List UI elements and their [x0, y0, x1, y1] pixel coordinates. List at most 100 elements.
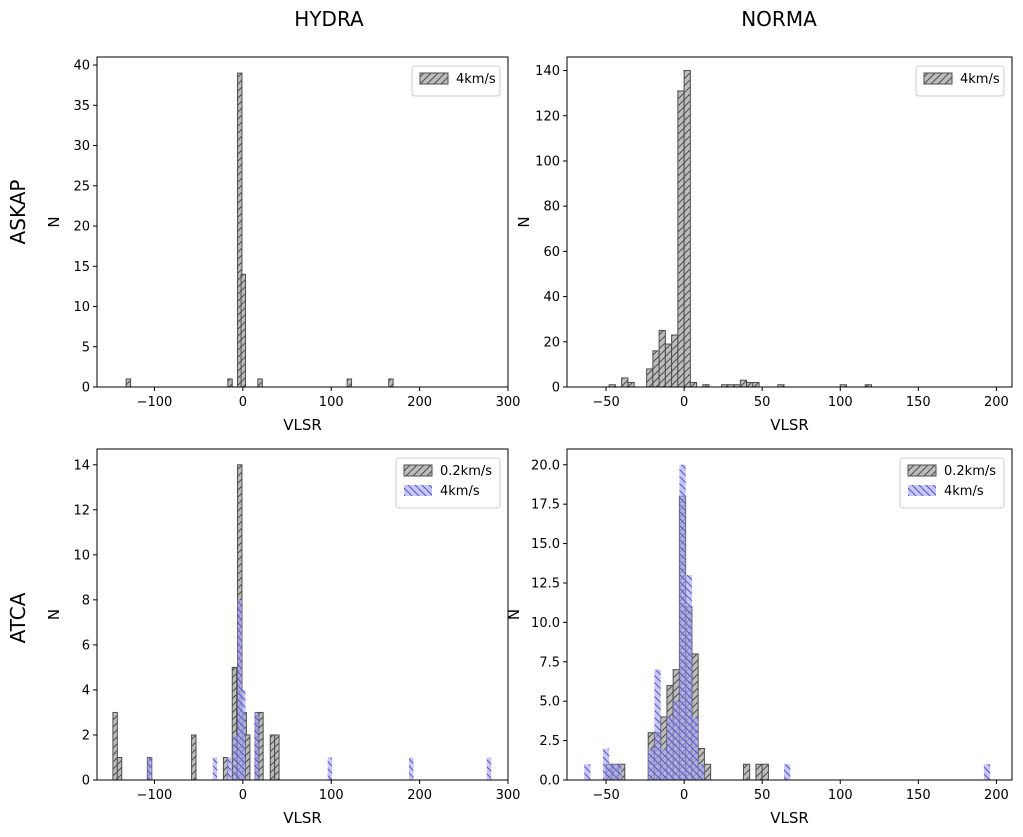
bar-hatch [254, 712, 259, 780]
bar-hatch [609, 384, 616, 387]
bar-hatch [734, 384, 741, 387]
x-axis-label: VLSR [283, 809, 322, 827]
y-tick-label: 5.0 [539, 695, 560, 710]
panel-askap-hydra: −100 0 100 200 300 0 5 10 15 20 25 30 35 40 VLSR N 4km/s [45, 56, 520, 434]
panel-askap-norma: −50 0 50 100 150 200 0 20 40 60 80 100 120 140 VLSR N 4k… [515, 56, 1013, 434]
legend-label: 4km/s [944, 484, 984, 499]
bar-hatch [621, 377, 628, 387]
panel-atca-hydra: −100 0 100 200 300 0 2 4 6 8 10 12 14 VLSR N 0.2km/s 4km… [45, 448, 521, 827]
axes-frame [96, 448, 509, 781]
series-blue [584, 464, 991, 780]
bar-hatch [112, 712, 118, 780]
bar-hatch [777, 384, 785, 387]
x-tick-label: −50 [592, 395, 619, 410]
bar-hatch [223, 757, 228, 780]
bar-hatch [740, 380, 747, 387]
y-tick-label: 5 [82, 340, 90, 355]
bar-hatch [615, 764, 622, 780]
y-tick-label: 2.5 [539, 734, 560, 749]
bar-hatch [704, 764, 711, 780]
bar-hatch [671, 335, 678, 387]
series-gray [125, 72, 394, 388]
y-tick-label: 2 [82, 728, 90, 743]
y-tick-label: 15.0 [531, 537, 560, 552]
bar-hatch [721, 384, 728, 387]
y-tick-label: 0 [82, 381, 90, 396]
y-tick-label: 8 [82, 593, 90, 608]
bar-hatch [665, 344, 672, 387]
x-tick-label: 100 [828, 395, 853, 410]
bar-hatch [679, 464, 686, 780]
bar-hatch [257, 378, 263, 387]
bar-hatch [117, 757, 122, 780]
legend-swatch-hatch [404, 485, 432, 496]
bar-hatch [677, 90, 685, 387]
legend-swatch-hatch [908, 485, 936, 496]
legend-label: 4km/s [960, 72, 1000, 87]
x-tick-label: 100 [828, 788, 853, 803]
bar-hatch [840, 384, 847, 387]
bar-hatch [409, 757, 414, 780]
bar-hatch [746, 382, 753, 387]
y-axis-label: N [505, 609, 523, 620]
bar-hatch [648, 748, 655, 780]
x-axis-label: VLSR [283, 416, 322, 434]
bar-hatch [660, 748, 667, 780]
y-tick-label: 40 [73, 59, 90, 74]
y-tick-label: 0 [82, 774, 90, 789]
bar-hatch [226, 757, 232, 780]
legend: 0.2km/s 4km/s [395, 457, 501, 509]
x-tick-label: 200 [984, 395, 1009, 410]
bar-hatch [684, 70, 691, 387]
x-axis-label: VLSR [770, 809, 809, 827]
y-tick-label: 100 [535, 154, 560, 169]
y-tick-label: 30 [73, 139, 90, 154]
bar-hatch [212, 757, 218, 780]
y-tick-label: 40 [543, 290, 560, 305]
bar-hatch [233, 734, 238, 780]
axes-frame [566, 56, 1013, 388]
bar-hatch [652, 350, 660, 387]
x-tick-label: 150 [906, 395, 931, 410]
bar-hatch [237, 599, 242, 780]
y-axis-label: N [515, 216, 533, 227]
legend: 4km/s [915, 65, 1005, 97]
bar-hatch [762, 764, 769, 780]
x-tick-label: 300 [496, 788, 521, 803]
y-tick-label: 10.0 [531, 616, 560, 631]
x-tick-label: 0 [239, 395, 247, 410]
legend-label: 0.2km/s [440, 464, 492, 479]
bar-hatch [602, 748, 610, 780]
bar-hatch [241, 274, 246, 387]
legend: 4km/s [411, 65, 501, 97]
y-tick-label: 120 [535, 109, 560, 124]
bar-hatch [227, 378, 233, 387]
x-tick-label: 0 [680, 395, 688, 410]
bar-hatch [191, 734, 196, 780]
x-tick-label: 50 [754, 788, 771, 803]
x-tick-label: 0 [680, 788, 688, 803]
y-tick-label: 0 [552, 381, 560, 396]
y-tick-label: 35 [73, 99, 90, 114]
axes-frame [96, 56, 509, 388]
y-tick-label: 60 [543, 245, 560, 260]
y-tick-label: 140 [535, 64, 560, 79]
bar-hatch [691, 716, 699, 780]
y-axis-label: N [45, 216, 63, 227]
panel-atca-norma: −50 0 50 100 150 200 0.0 2.5 5.0 7.5 10.0 12.5 15.0 1… [505, 448, 1013, 827]
bar-hatch [327, 757, 333, 780]
y-tick-label: 15 [73, 260, 90, 275]
y-tick-label: 14 [73, 458, 90, 473]
row-title-atca: ATCA [6, 592, 30, 643]
bar-hatch [627, 382, 635, 387]
x-tick-label: −100 [137, 395, 173, 410]
y-tick-label: 17.5 [531, 498, 560, 513]
bar-hatch [755, 764, 763, 780]
bar-hatch [388, 378, 394, 387]
y-tick-label: 12.5 [531, 576, 560, 591]
axes-frame [566, 448, 1013, 781]
y-tick-label: 10 [73, 548, 90, 563]
y-tick-label: 20 [73, 220, 90, 235]
y-tick-label: 12 [73, 503, 90, 518]
